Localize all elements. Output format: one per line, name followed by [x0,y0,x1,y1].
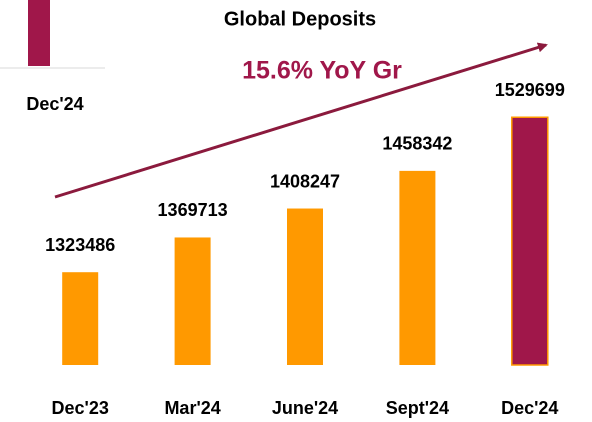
legend-swatch [28,0,50,66]
value-label: 1323486 [45,235,115,255]
x-tick-label: Sept'24 [386,398,449,418]
chart-title: Global Deposits [224,8,376,30]
bar [287,208,323,365]
value-label: 1408247 [270,171,340,191]
bar [511,116,549,366]
x-tick-label: Mar'24 [164,398,220,418]
bar [399,170,436,365]
x-tick-label: Dec'24 [501,398,558,418]
x-tick-label: June'24 [272,398,338,418]
value-label: 1529699 [495,80,565,100]
x-tick-label: Dec'23 [52,398,109,418]
legend-label: Dec'24 [26,94,83,114]
value-label: 1369713 [158,200,228,220]
trend-arrow [54,42,548,199]
value-label: 1458342 [382,134,452,154]
chart-subtitle: 15.6% YoY Gr [242,57,402,85]
bar [62,272,99,365]
bar [174,237,211,365]
